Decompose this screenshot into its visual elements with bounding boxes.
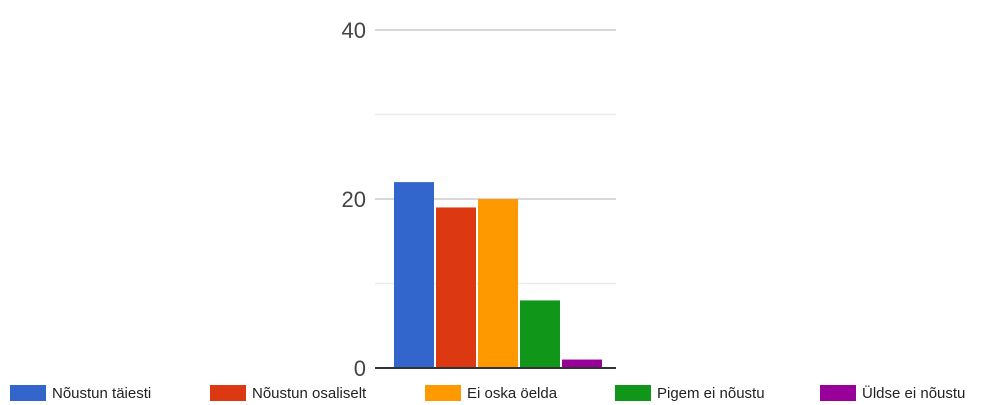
legend-label: Üldse ei nõustu bbox=[862, 384, 965, 402]
bar bbox=[520, 300, 560, 368]
y-axis-ticks: 0 20 40 bbox=[342, 18, 366, 381]
legend-item: Ei oska öelda bbox=[425, 385, 558, 402]
legend-item: Üldse ei nõustu bbox=[820, 384, 965, 402]
legend-swatch bbox=[210, 385, 246, 401]
bars bbox=[394, 182, 602, 368]
bar bbox=[562, 359, 602, 368]
legend: Nõustun täiesti Nõustun osaliselt Ei oska … bbox=[10, 384, 965, 402]
y-tick-label: 20 bbox=[342, 187, 366, 212]
legend-swatch bbox=[820, 385, 856, 401]
bar bbox=[436, 207, 476, 368]
legend-swatch bbox=[615, 385, 651, 401]
legend-label: Nõustun osaliselt bbox=[252, 385, 367, 402]
bar bbox=[478, 199, 518, 368]
legend-item: Pigem ei nõustu bbox=[615, 385, 765, 402]
y-tick-label: 0 bbox=[354, 356, 366, 381]
bar bbox=[394, 182, 434, 368]
legend-label: Nõustun täiesti bbox=[52, 385, 151, 402]
legend-swatch bbox=[425, 385, 461, 401]
legend-item: Nõustun osaliselt bbox=[210, 385, 367, 402]
y-tick-label: 40 bbox=[342, 18, 366, 43]
legend-label: Ei oska öelda bbox=[467, 385, 558, 402]
legend-label: Pigem ei nõustu bbox=[657, 385, 765, 402]
legend-swatch bbox=[10, 385, 46, 401]
legend-item: Nõustun täiesti bbox=[10, 385, 151, 402]
